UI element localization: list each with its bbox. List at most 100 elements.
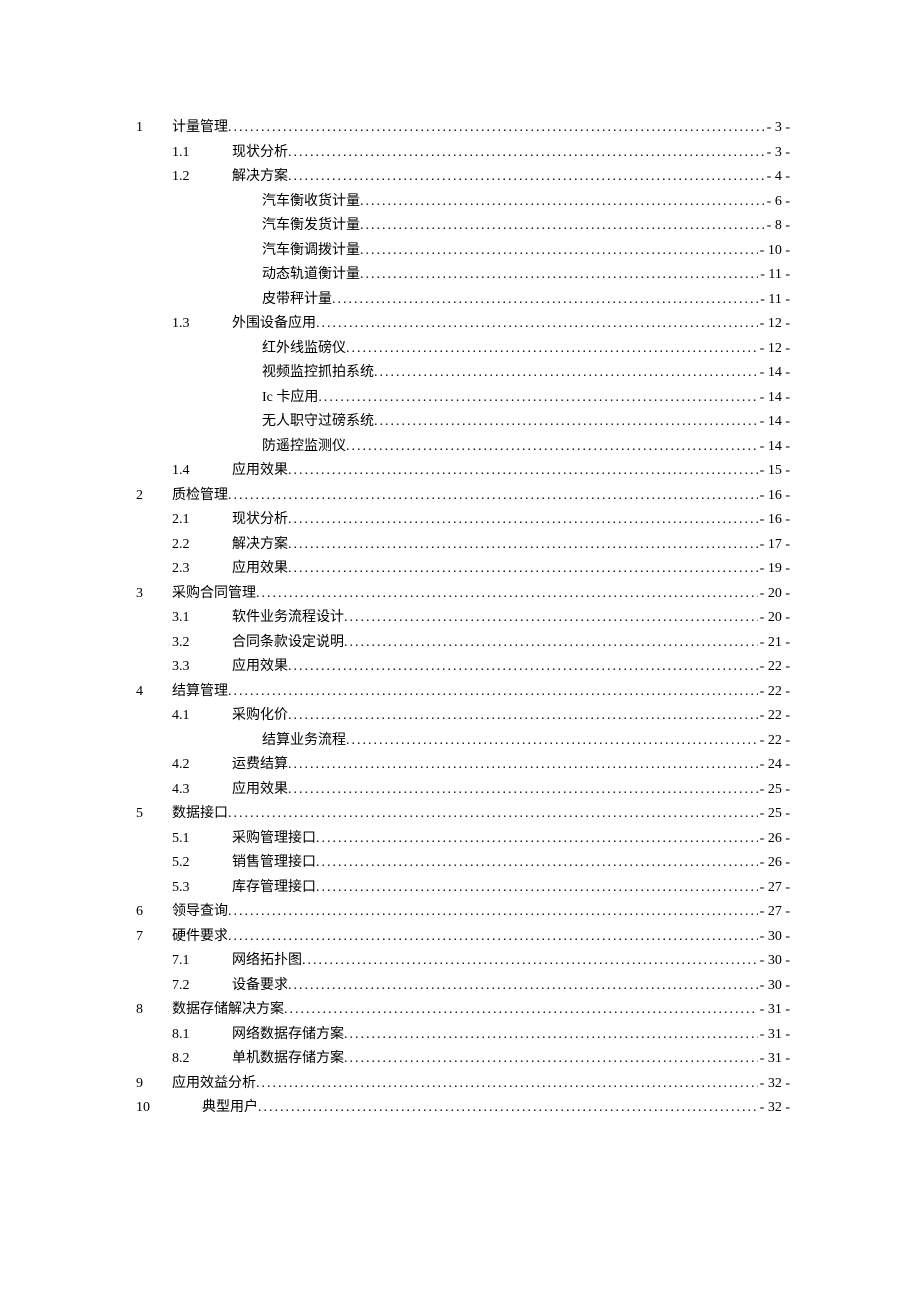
toc-row: 6领导查询- 27 -	[136, 900, 790, 925]
toc-page-number: - 12 -	[758, 337, 790, 362]
toc-chapter-number: 7	[136, 925, 172, 950]
toc-row: 5.2销售管理接口- 26 -	[136, 851, 790, 876]
toc-title: 汽车衡收货计量	[262, 190, 360, 215]
toc-row: 1.3外围设备应用- 12 -	[136, 312, 790, 337]
toc-leader-dots	[288, 533, 758, 558]
toc-page-number: - 31 -	[758, 998, 790, 1023]
toc-page-number: - 17 -	[758, 533, 790, 558]
toc-page-number: - 20 -	[758, 582, 790, 607]
toc-section-number: 7.2	[172, 974, 232, 999]
toc-page-number: - 32 -	[758, 1096, 790, 1121]
toc-row: 9应用效益分析- 32 -	[136, 1072, 790, 1097]
toc-row: 结算业务流程- 22 -	[136, 729, 790, 754]
toc-title: 数据存储解决方案	[172, 998, 284, 1023]
toc-section-number: 4.3	[172, 778, 232, 803]
toc-leader-dots	[302, 949, 758, 974]
toc-page-number: - 19 -	[758, 557, 790, 582]
toc-row: 5.1采购管理接口 - 26 -	[136, 827, 790, 852]
toc-leader-dots	[344, 631, 758, 656]
toc-page-number: - 25 -	[758, 778, 790, 803]
toc-section-number: 5.3	[172, 876, 232, 901]
toc-title: 动态轨道衡计量	[262, 263, 360, 288]
toc-row: Ic 卡应用- 14 -	[136, 386, 790, 411]
toc-row: 红外线监磅仪 - 12 -	[136, 337, 790, 362]
toc-page-number: - 25 -	[758, 802, 790, 827]
toc-row: 7.1网络拓扑图- 30 -	[136, 949, 790, 974]
toc-title: 视频监控抓拍系统	[262, 361, 374, 386]
toc-page-number: - 12 -	[758, 312, 790, 337]
toc-leader-dots	[316, 876, 758, 901]
toc-leader-dots	[288, 459, 758, 484]
toc-page-number: - 4 -	[765, 165, 790, 190]
toc-section-number: 4.2	[172, 753, 232, 778]
toc-row: 3.2合同条款设定说明- 21 -	[136, 631, 790, 656]
toc-page-number: - 10 -	[758, 239, 790, 264]
toc-section-number: 8.1	[172, 1023, 232, 1048]
toc-title: 典型用户	[202, 1096, 258, 1121]
toc-title: 采购合同管理	[172, 582, 256, 607]
toc-section-number: 8.2	[172, 1047, 232, 1072]
toc-page-number: - 14 -	[758, 386, 790, 411]
toc-page-number: - 14 -	[758, 361, 790, 386]
toc-section-number: 4.1	[172, 704, 232, 729]
toc-leader-dots	[346, 435, 758, 460]
toc-leader-dots	[316, 827, 758, 852]
toc-section-number: 5.1	[172, 827, 232, 852]
toc-page-number: - 16 -	[758, 484, 790, 509]
toc-leader-dots	[316, 312, 758, 337]
toc-leader-dots	[316, 851, 758, 876]
toc-leader-dots	[360, 214, 765, 239]
toc-title: 汽车衡发货计量	[262, 214, 360, 239]
toc-page-number: - 20 -	[758, 606, 790, 631]
toc-leader-dots	[344, 1047, 758, 1072]
toc-leader-dots	[228, 925, 758, 950]
toc-leader-dots	[228, 680, 758, 705]
toc-leader-dots	[288, 655, 758, 680]
toc-page-number: - 14 -	[758, 435, 790, 460]
toc-page-number: - 27 -	[758, 876, 790, 901]
toc-leader-dots	[288, 778, 758, 803]
toc-leader-dots	[228, 900, 758, 925]
toc-title: 红外线监磅仪	[262, 337, 346, 362]
toc-title: 质检管理	[172, 484, 228, 509]
toc-title: 防遥控监测仪	[262, 435, 346, 460]
toc-chapter-number: 1	[136, 116, 172, 141]
toc-page-number: - 24 -	[758, 753, 790, 778]
toc-page-number: - 26 -	[758, 827, 790, 852]
toc-leader-dots	[346, 337, 758, 362]
toc-leader-dots	[374, 410, 758, 435]
toc-page-number: - 8 -	[765, 214, 790, 239]
toc-page-number: - 32 -	[758, 1072, 790, 1097]
toc-page-number: - 22 -	[758, 655, 790, 680]
toc-title: 设备要求	[232, 974, 288, 999]
toc-row: 4.1采购化价- 22 -	[136, 704, 790, 729]
toc-leader-dots	[346, 729, 758, 754]
toc-title: 外围设备应用	[232, 312, 316, 337]
toc-page-number: - 3 -	[765, 116, 790, 141]
toc-page-number: - 30 -	[758, 974, 790, 999]
toc-section-number: 5.2	[172, 851, 232, 876]
toc-leader-dots	[258, 1096, 758, 1121]
toc-row: 2质检管理- 16 -	[136, 484, 790, 509]
toc-chapter-number: 4	[136, 680, 172, 705]
toc-page-number: - 11 -	[758, 263, 790, 288]
toc-title: 数据接口	[172, 802, 228, 827]
toc-leader-dots	[360, 190, 765, 215]
toc-title: 应用效果	[232, 778, 288, 803]
toc-row: 1.1现状分析- 3 -	[136, 141, 790, 166]
toc-page-number: - 22 -	[758, 704, 790, 729]
toc-row: 2.2解决方案- 17 -	[136, 533, 790, 558]
toc-row: 5数据接口- 25 -	[136, 802, 790, 827]
toc-section-number: 3.3	[172, 655, 232, 680]
toc-title: 采购管理接口	[232, 827, 316, 852]
toc-title: 解决方案	[232, 533, 288, 558]
toc-leader-dots	[256, 582, 758, 607]
toc-chapter-number: 10	[136, 1096, 172, 1121]
toc-leader-dots	[288, 508, 758, 533]
toc-page-number: - 26 -	[758, 851, 790, 876]
toc-page-number: - 31 -	[758, 1047, 790, 1072]
toc-page-number: - 30 -	[758, 925, 790, 950]
toc-leader-dots	[288, 141, 765, 166]
toc-title: 领导查询	[172, 900, 228, 925]
toc-title: 硬件要求	[172, 925, 228, 950]
